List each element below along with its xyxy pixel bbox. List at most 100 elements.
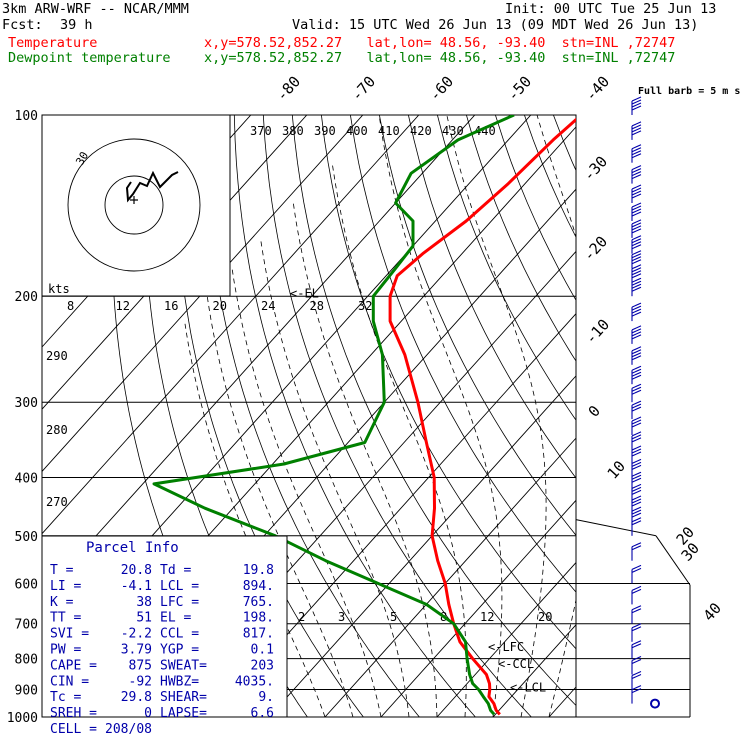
wind-barbs: Full barb = 5 m s⁻¹ bbox=[631, 86, 740, 709]
barb-flag bbox=[631, 99, 642, 105]
barb-flag bbox=[631, 658, 642, 665]
barb-flag bbox=[631, 477, 642, 483]
isotherm-line bbox=[380, 499, 576, 717]
barb-flag bbox=[631, 688, 642, 694]
parcel-info-title: Parcel Info bbox=[86, 540, 179, 556]
parcel-value: 29.8 bbox=[121, 690, 152, 705]
temperature-location: x,y=578.52,852.27 lat,lon= 48.56, -93.40… bbox=[204, 35, 676, 51]
parcel-value: 51 bbox=[136, 611, 152, 626]
barb-flag bbox=[631, 244, 642, 250]
wind-barb bbox=[631, 121, 642, 140]
temperature-profile bbox=[388, 117, 576, 716]
parcel-key: SREH = bbox=[50, 706, 97, 721]
isotherm-line bbox=[268, 375, 576, 717]
hodograph-frame bbox=[41, 114, 231, 297]
hodograph-center bbox=[130, 196, 138, 204]
parcel-value: -4.1 bbox=[121, 579, 152, 594]
barb-flag bbox=[631, 437, 642, 443]
barb-flag bbox=[631, 228, 642, 234]
wind-barb bbox=[631, 685, 642, 704]
hodograph-speed-tick: 8 bbox=[67, 299, 74, 313]
parcel-key: Tc = bbox=[50, 690, 81, 705]
barb-flag bbox=[631, 685, 642, 691]
barb-flag bbox=[631, 520, 642, 526]
dry-adiabat-line bbox=[350, 115, 576, 593]
parcel-value: 0.1 bbox=[251, 643, 274, 658]
barb-flag bbox=[631, 542, 642, 548]
wind-barb bbox=[631, 144, 642, 163]
header: 3km ARW-WRF -- NCAR/MMM Init: 00 UTC Tue… bbox=[0, 0, 740, 66]
barb-flag bbox=[631, 286, 642, 292]
barb-flag bbox=[631, 386, 642, 392]
pressure-tick-label: 200 bbox=[15, 290, 38, 305]
hodograph-ring-label: 30 bbox=[73, 150, 91, 168]
pressure-tick-label: 600 bbox=[15, 577, 38, 592]
parcel-value: 20.8 bbox=[121, 563, 152, 578]
moist-adiabat-line bbox=[331, 162, 467, 717]
isotherm-right-label: -10 bbox=[582, 315, 614, 347]
isotherm-line bbox=[492, 624, 576, 717]
barb-flag bbox=[631, 371, 642, 377]
barb-flag bbox=[631, 127, 642, 133]
barb-flag bbox=[631, 673, 642, 680]
barb-flag bbox=[631, 564, 642, 570]
dry-adiabat-line bbox=[262, 115, 532, 717]
wind-barb bbox=[631, 605, 642, 624]
barb-flag bbox=[631, 302, 642, 308]
moist-adiabat-line bbox=[378, 115, 503, 717]
barb-flag bbox=[631, 211, 642, 217]
parcel-key: EL = bbox=[160, 611, 191, 626]
barb-flag bbox=[631, 253, 642, 259]
wind-barb bbox=[631, 517, 642, 536]
hodograph-units: kts bbox=[48, 282, 70, 296]
moist-adiabat-line bbox=[184, 321, 326, 717]
theta-e-label: 400 bbox=[346, 124, 368, 138]
theta-e-label: 410 bbox=[378, 124, 400, 138]
parcel-value: 19.8 bbox=[243, 563, 274, 578]
theta-label: 290 bbox=[46, 349, 68, 363]
barb-flag bbox=[631, 585, 642, 591]
wind-barb bbox=[631, 458, 642, 478]
extension-edge bbox=[575, 519, 657, 537]
barb-flag bbox=[631, 174, 642, 180]
barb-flag bbox=[631, 509, 642, 515]
wind-barb bbox=[631, 346, 642, 365]
dry-adiabat-line bbox=[698, 115, 740, 717]
barb-flag bbox=[631, 283, 642, 289]
parcel-value: 3.79 bbox=[121, 643, 152, 658]
hodograph-speed-tick: 24 bbox=[261, 299, 275, 313]
parcel-key: CELL = bbox=[50, 722, 97, 737]
barb-flag bbox=[631, 512, 642, 518]
barb-flag bbox=[631, 96, 642, 102]
level-marker: <-LCL bbox=[510, 681, 546, 695]
parcel-key: LI = bbox=[50, 579, 81, 594]
barb-flag bbox=[631, 225, 642, 231]
forecast-hour: 39 h bbox=[60, 17, 93, 33]
barb-flag bbox=[631, 102, 642, 108]
barb-flag bbox=[631, 325, 642, 331]
hodograph-speed-tick: 20 bbox=[213, 299, 227, 313]
parcel-key: CCL = bbox=[160, 627, 199, 642]
barb-flag bbox=[631, 434, 642, 440]
dewpoint-legend: Dewpoint temperature bbox=[8, 50, 171, 66]
wind-barb bbox=[631, 383, 642, 403]
barb-flag bbox=[631, 643, 642, 649]
barb-flag bbox=[631, 121, 642, 127]
isotherm-line bbox=[42, 115, 420, 535]
pressure-tick-label: 300 bbox=[15, 396, 38, 411]
barb-flag bbox=[631, 489, 642, 495]
barb-flag bbox=[631, 267, 642, 273]
dry-adiabat-line bbox=[379, 115, 576, 536]
barb-flag bbox=[631, 486, 642, 492]
barb-flag bbox=[631, 445, 642, 451]
isotherm-top-label: -80 bbox=[273, 72, 305, 104]
wind-barb bbox=[631, 416, 642, 435]
barb-flag bbox=[631, 205, 642, 211]
profiles bbox=[152, 115, 576, 716]
barb-flag bbox=[631, 448, 642, 454]
level-marker: <-EL bbox=[290, 287, 319, 301]
barb-flag bbox=[631, 256, 642, 262]
barb-flag bbox=[631, 150, 642, 156]
parcel-key: HWBZ= bbox=[160, 674, 199, 689]
